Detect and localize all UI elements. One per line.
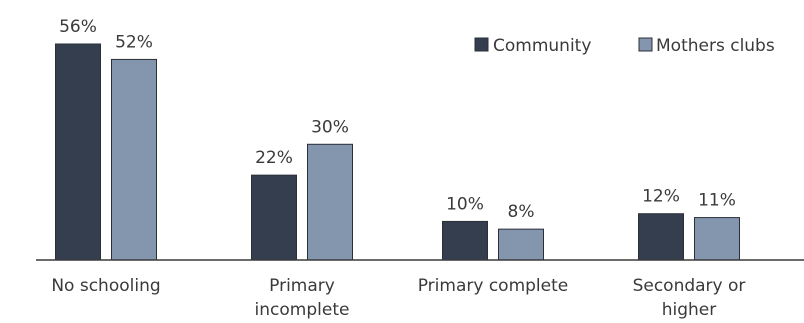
category-label-1-line-1: incomplete <box>255 300 350 320</box>
value-labels-group: 56% 52% 22% 30% 10% 8% 12% 11% <box>59 17 736 222</box>
bar-community-2 <box>442 220 488 261</box>
bar-community-1 <box>251 174 297 261</box>
value-label-community-2: 10% <box>446 194 484 214</box>
bar-mothers-clubs-0 <box>111 58 157 261</box>
category-label-1-line-0: Primary <box>269 276 335 296</box>
category-label-3-line-1: higher <box>662 300 717 320</box>
legend: Community Mothers clubs <box>474 36 775 56</box>
category-labels-group: No schooling Primary incomplete Primary com… <box>51 276 745 320</box>
bar-community-3 <box>638 213 684 261</box>
value-label-community-0: 56% <box>59 17 97 37</box>
value-label-mothers-clubs-1: 30% <box>311 117 349 137</box>
category-label-3-line-0: Secondary or <box>633 276 746 296</box>
bars-group <box>55 43 740 261</box>
category-label-2-line-0: Primary complete <box>418 276 569 296</box>
legend-label-mothers-clubs: Mothers clubs <box>656 36 775 56</box>
bar-mothers-clubs-3 <box>694 217 740 261</box>
value-label-mothers-clubs-2: 8% <box>508 202 535 222</box>
legend-label-community: Community <box>493 36 591 56</box>
value-label-community-1: 22% <box>255 148 293 168</box>
bar-community-0 <box>55 43 101 261</box>
category-label-0-line-0: No schooling <box>51 276 160 296</box>
legend-swatch-community <box>474 37 489 52</box>
value-label-mothers-clubs-3: 11% <box>698 191 736 211</box>
bar-mothers-clubs-2 <box>498 228 544 261</box>
value-label-community-3: 12% <box>642 187 680 207</box>
value-label-mothers-clubs-0: 52% <box>115 32 153 52</box>
bar-mothers-clubs-1 <box>307 143 353 261</box>
legend-swatch-mothers-clubs <box>638 37 653 52</box>
